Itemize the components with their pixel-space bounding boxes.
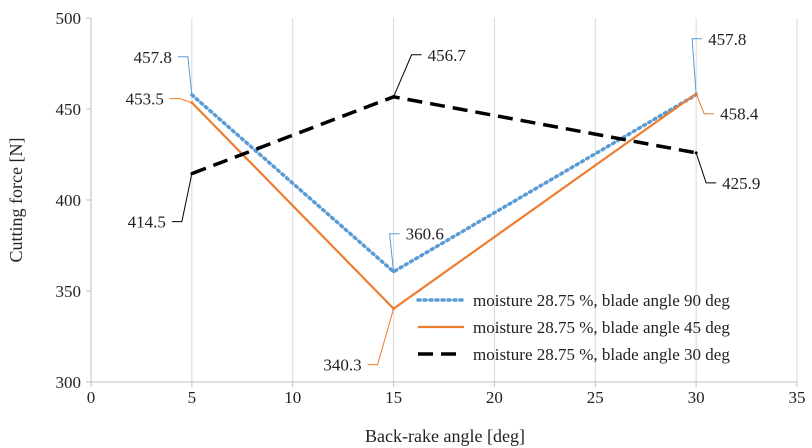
data-label: 425.9 — [722, 174, 760, 193]
x-axis-title: Back-rake angle [deg] — [365, 426, 525, 446]
data-label: 458.4 — [720, 105, 759, 124]
y-tick-label: 350 — [56, 282, 82, 301]
x-tick-label: 15 — [385, 388, 402, 407]
data-label: 457.8 — [134, 48, 172, 67]
legend-label: moisture 28.75 %, blade angle 45 deg — [473, 318, 730, 337]
data-label-leader — [390, 234, 400, 272]
series-line-2 — [192, 94, 696, 309]
y-tick-label: 300 — [56, 373, 82, 392]
data-label: 340.3 — [323, 356, 361, 375]
y-tick-label: 500 — [56, 9, 82, 28]
data-label-leader — [368, 309, 394, 365]
y-axis-title: Cutting force [N] — [6, 138, 26, 263]
legend-label: moisture 28.75 %, blade angle 90 deg — [473, 291, 730, 310]
data-label-leader — [394, 55, 422, 97]
x-tick-label: 5 — [188, 388, 197, 407]
data-label-leader — [178, 57, 192, 95]
data-label-leaders — [170, 39, 716, 365]
data-label-leader — [172, 174, 192, 222]
x-tick-label: 20 — [486, 388, 503, 407]
data-label-leader — [696, 153, 716, 183]
legend-label: moisture 28.75 %, blade angle 30 deg — [473, 345, 730, 364]
x-tick-label: 30 — [688, 388, 705, 407]
data-label-leader — [692, 39, 702, 95]
y-tick-label: 450 — [56, 100, 82, 119]
series-lines — [190, 92, 697, 310]
y-tick-label: 400 — [56, 191, 82, 210]
data-label-leader — [696, 94, 714, 114]
x-tick-label: 35 — [789, 388, 806, 407]
x-tick-label: 0 — [87, 388, 96, 407]
x-tick-label: 25 — [587, 388, 604, 407]
data-label: 457.8 — [708, 30, 746, 49]
x-tick-label: 10 — [284, 388, 301, 407]
legend: moisture 28.75 %, blade angle 90 deg mois… — [418, 291, 730, 364]
series-line-1 — [192, 95, 696, 272]
data-label: 456.7 — [428, 46, 467, 65]
data-label: 453.5 — [126, 90, 164, 109]
data-label: 360.6 — [406, 225, 444, 244]
data-label-leader — [170, 99, 192, 103]
data-label: 414.5 — [128, 213, 166, 232]
